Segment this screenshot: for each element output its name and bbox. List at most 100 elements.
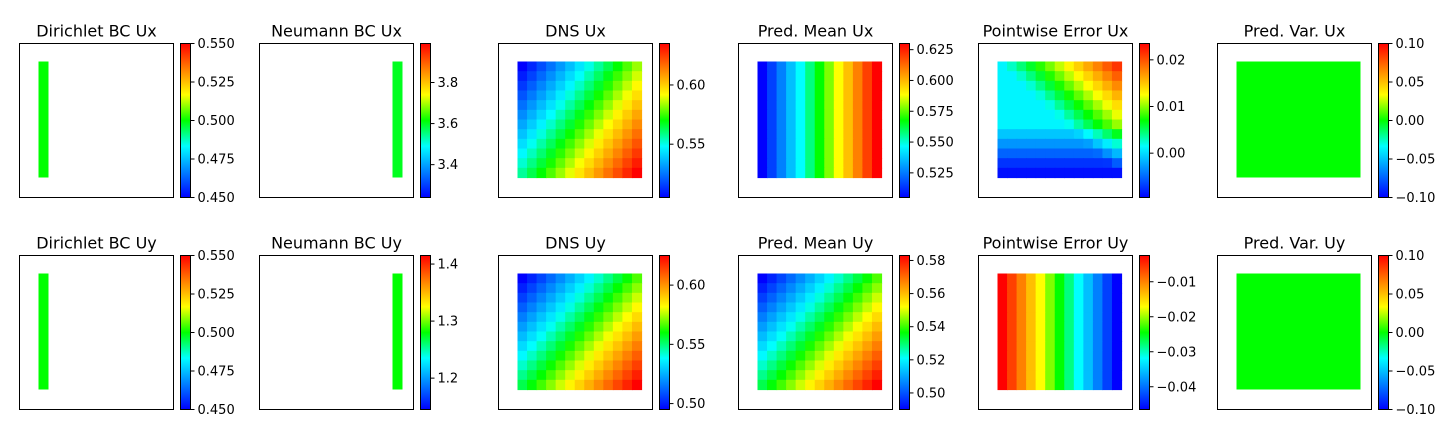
heatmap-cell [1102,71,1113,82]
heatmap-cell [1035,302,1046,313]
colorbar-tick-label: 0.50 [917,386,946,401]
heatmap-cell [1092,71,1104,82]
colorbar-tick-label: 0.550 [198,37,235,52]
heatmap-cell [1035,360,1046,371]
heatmap-cell [546,80,557,92]
heatmap-cell [603,109,614,121]
heatmap-cell [862,350,873,362]
heatmap-cell [871,302,883,313]
heatmap-cell [622,341,633,352]
heatmap-cell [814,109,825,121]
axes-frame [1217,255,1372,410]
heatmap-cell [517,61,528,72]
heatmap-cell [517,302,528,313]
heatmap-cell [843,379,854,391]
heatmap-cell [1102,312,1113,323]
heatmap-cell [612,312,624,323]
heatmap-cell [1035,312,1046,323]
heatmap-cell [1035,90,1046,101]
axes-frame [978,43,1133,198]
heatmap-cell [1111,379,1123,391]
heatmap-cell [786,312,797,323]
heatmap-cell [574,331,585,342]
heatmap-cell [776,61,787,72]
heatmap-cell [631,350,643,362]
heatmap-cell [852,119,864,130]
subplot: Pred. Mean Ux 0.525 0.550 0.575 0.600 0.625 [738,22,954,198]
heatmap-cell [843,80,854,92]
heatmap-cell [612,341,624,352]
heatmap-cell [1102,331,1113,342]
heatmap-cell [574,129,585,140]
heatmap-cell [862,312,873,323]
heatmap-cell [757,331,768,342]
heatmap-cell [776,379,787,391]
heatmap-cell [1045,292,1056,304]
heatmap-cell [795,138,806,150]
heatmap-cell [1092,302,1104,313]
heatmap-cell [1102,273,1113,284]
heatmap-cell [776,167,787,179]
heatmap-cell [1092,129,1104,140]
colorbar-tick-label: −0.01 [1157,275,1197,290]
heatmap-cell [565,61,576,72]
heatmap-cell [1064,283,1075,294]
axes-frame [259,255,414,410]
heatmap-cell [546,167,557,179]
subplot: Dirichlet BC Uy 0.450 0.475 0.500 0.525 0.550 [19,234,235,418]
heatmap-cell [757,302,768,313]
subplot-title: Dirichlet BC Uy [36,234,157,253]
subplot-title: Dirichlet BC Ux [36,22,157,41]
subplot-title: Pred. Mean Ux [758,22,874,41]
heatmap-cell [814,273,825,284]
heatmap-cell [536,350,547,362]
heatmap-cell [527,138,538,150]
colorbar-tick-label: 0.00 [1396,114,1425,129]
heatmap-cell [1073,71,1084,82]
heatmap-cell [1111,80,1123,92]
heatmap-cell [805,148,816,159]
heatmap-cell [767,350,778,362]
heatmap-cell [805,119,816,130]
heatmap-cell [546,341,557,352]
heatmap-cell [871,158,883,169]
colorbar-tick-label: 0.60 [677,78,706,93]
heatmap-cell [843,331,854,342]
heatmap-cell [767,148,778,159]
heatmap-cell [997,148,1008,159]
heatmap-cell [833,167,844,179]
heatmap-cell [584,312,595,323]
heatmap-cell [1016,331,1027,342]
heatmap-cell [1073,321,1084,333]
heatmap-cell [1045,321,1056,333]
heatmap-cell [565,167,576,179]
heatmap-cell [862,379,873,391]
heatmap-cell [1045,138,1056,150]
heatmap-cell [1045,80,1056,92]
heatmap-cell [814,331,825,342]
colorbar [420,255,431,410]
heatmap-cell [1111,360,1123,371]
colorbar-tick-label: 0.55 [677,338,706,353]
heatmap-cell [871,109,883,121]
heatmap-cell [786,331,797,342]
heatmap-cell [612,109,624,121]
heatmap-cell [1092,80,1104,92]
heatmap-cell [824,167,835,179]
heatmap-cell [997,80,1008,92]
heatmap-cell [1026,312,1037,323]
heatmap-cell [757,273,768,284]
heatmap-cell [862,273,873,284]
heatmap-cell [631,360,643,371]
heatmap-cell [1035,119,1046,130]
colorbar-tick-label: 0.58 [917,254,946,269]
heatmap-cell [786,321,797,333]
heatmap-cell [517,119,528,130]
heatmap-cell [1035,292,1046,304]
heatmap-cell [593,148,604,159]
heatmap-cell [767,61,778,72]
heatmap-cell [824,138,835,150]
heatmap-cell [1083,158,1094,169]
heatmap-cell [603,119,614,130]
heatmap-cell [1054,167,1065,179]
